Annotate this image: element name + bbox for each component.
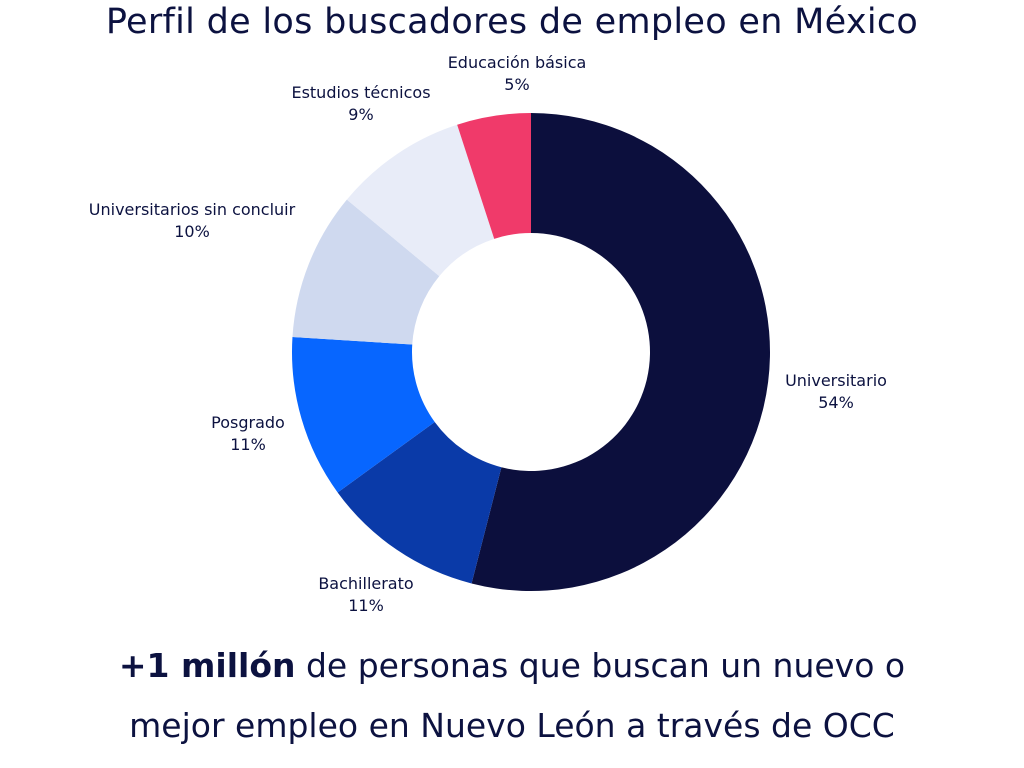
label-posgrado: Posgrado [211,413,285,432]
slice-universitario [471,113,771,591]
slice-bachillerato [337,421,502,584]
slice-posgrado [292,336,435,493]
value-label-educaci-n-b-sica: 5% [504,75,529,94]
page-title: Perfil de los buscadores de empleo en Mé… [105,2,919,42]
slice-educaci-n-b-sica [457,113,531,239]
label-estudios-t-cnicos: Estudios técnicos [291,83,430,102]
value-label-estudios-t-cnicos: 9% [348,105,373,124]
footer-line-1-text: de personas que buscan un nuevo o [295,646,906,685]
label-universitarios-sin-concluir: Universitarios sin concluir [89,200,296,219]
label-educaci-n-b-sica: Educación básica [448,53,587,72]
slice-universitarios-sin-concluir [292,199,440,345]
label-universitario: Universitario [785,371,887,390]
label-bachillerato: Bachillerato [318,574,413,593]
value-label-universitarios-sin-concluir: 10% [174,222,210,241]
value-label-posgrado: 11% [230,435,266,454]
footer-highlight: +1 millón [118,646,296,685]
slice-estudios-t-cnicos [346,124,495,277]
footer-line-1: +1 millón de personas que buscan un nuev… [0,636,1024,696]
value-label-bachillerato: 11% [348,596,384,615]
footer-line-2: mejor empleo en Nuevo León a través de O… [129,706,895,745]
value-label-universitario: 54% [818,393,854,412]
